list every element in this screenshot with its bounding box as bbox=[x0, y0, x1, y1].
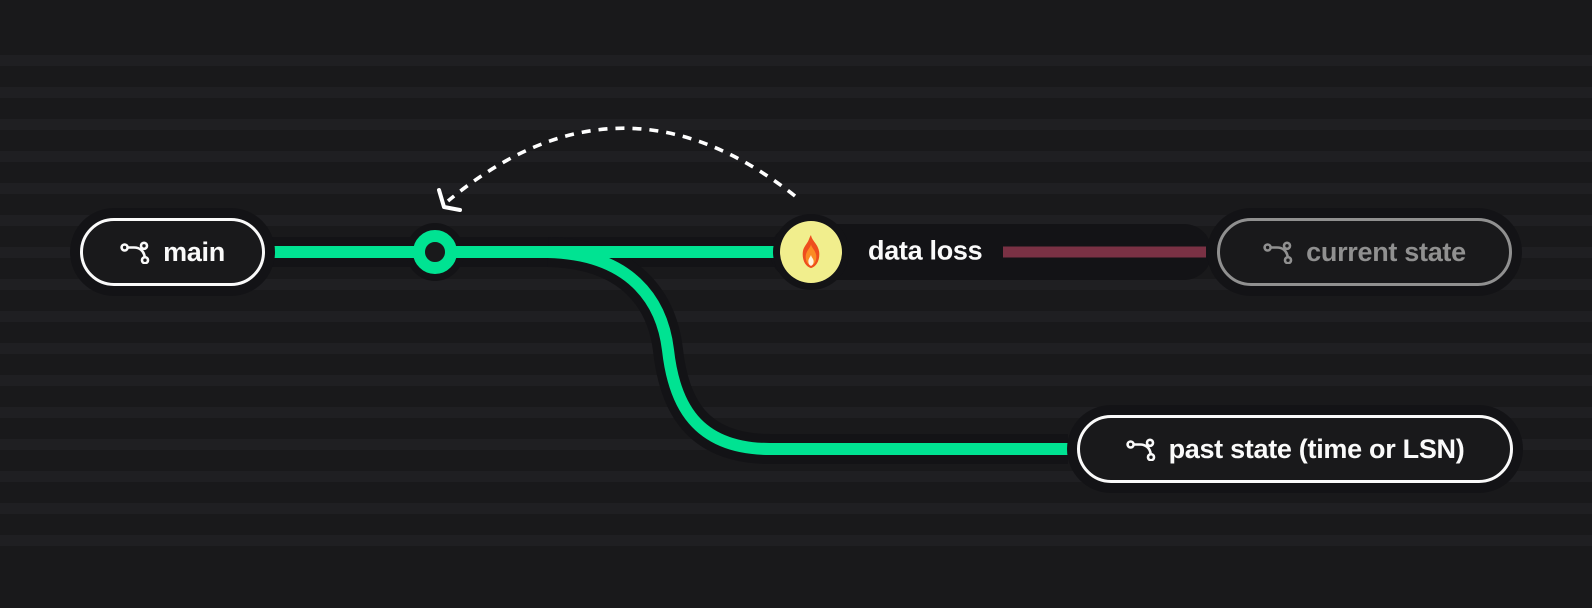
restore-arc bbox=[446, 126, 797, 203]
branch-label: main bbox=[163, 236, 225, 267]
git-branch-icon bbox=[1125, 438, 1155, 461]
git-branch-icon bbox=[120, 241, 150, 264]
data-loss-label: data loss bbox=[868, 235, 983, 266]
restore-arrowhead-icon bbox=[437, 188, 462, 212]
data-loss-fire-badge bbox=[780, 221, 842, 283]
branch-pill-current-state: current state bbox=[1217, 218, 1512, 286]
branch-pill-main: main bbox=[80, 218, 265, 286]
branch-point-node bbox=[413, 230, 457, 274]
branch-pill-past-state: past state (time or LSN) bbox=[1077, 415, 1513, 483]
restore-branch-line bbox=[547, 246, 1068, 455]
branch-label: past state (time or LSN) bbox=[1168, 433, 1465, 464]
git-branch-icon bbox=[1263, 241, 1293, 264]
fire-icon bbox=[802, 234, 820, 268]
branch-label: current state bbox=[1306, 236, 1466, 267]
